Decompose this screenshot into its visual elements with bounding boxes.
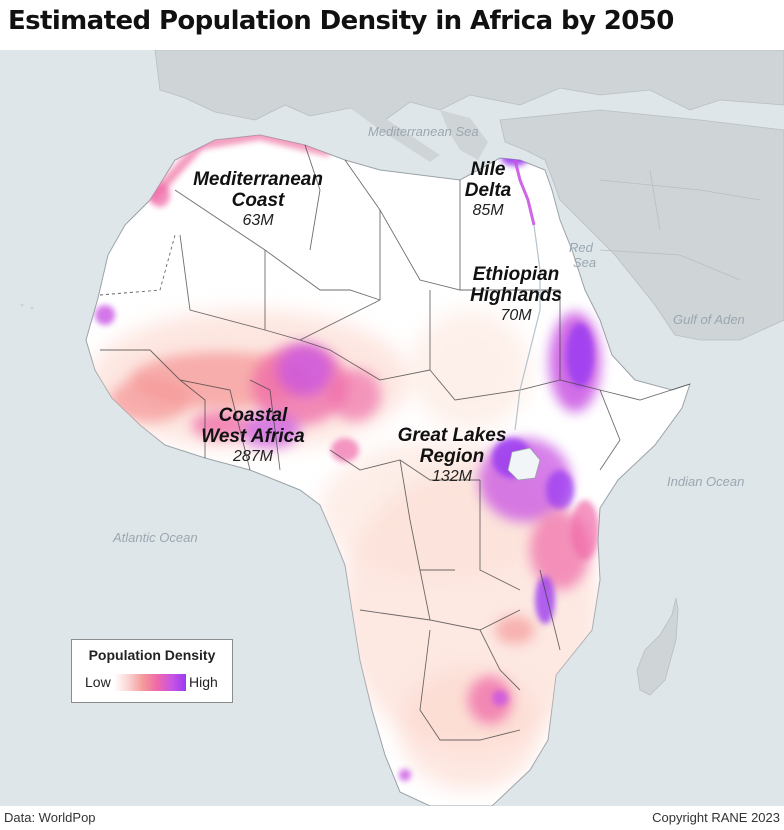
red-sea-label-line1: Red [569, 240, 593, 255]
atlantic-ocean-label: Atlantic Ocean [113, 530, 198, 545]
indian-ocean-label: Indian Ocean [667, 474, 745, 489]
red-sea-label-line2: Sea [573, 255, 597, 270]
legend-title: Population Density [88, 647, 216, 663]
region-population: 132M [431, 467, 473, 485]
region-label-great-lakes: Great Lakes Region 132M [396, 425, 508, 485]
region-label-nile-delta: Nile Delta 85M [456, 159, 520, 219]
region-label-coastal-west-africa: Coastal West Africa 287M [196, 405, 310, 465]
region-population: 70M [500, 306, 532, 324]
nile-river [514, 224, 541, 431]
population-density-legend: Population Density Low High [71, 639, 233, 703]
region-name-line2: Coast [231, 189, 285, 211]
map-area: Mediterranean Sea Red Sea Gulf of Aden I… [0, 50, 784, 806]
population-density-layer [90, 135, 601, 790]
region-name-line2: Region [419, 445, 485, 467]
region-name-line2: Highlands [470, 284, 562, 306]
legend-high-label: High [189, 674, 218, 690]
middle-east-landmass [499, 109, 784, 341]
italy-landmass [350, 108, 440, 162]
legend-gradient-bar [114, 674, 186, 691]
mediterranean-sea-label: Mediterranean Sea [368, 124, 479, 139]
region-population: 287M [232, 447, 274, 465]
legend-low-label: Low [85, 674, 111, 690]
region-label-ethiopian-highlands: Ethiopian Highlands 70M [466, 264, 566, 324]
country-borders [100, 144, 691, 741]
copyright-notice: Copyright RANE 2023 [652, 810, 780, 825]
region-name-line2: West Africa [201, 425, 305, 447]
region-population: 63M [242, 211, 274, 229]
map-title: Estimated Population Density in Africa b… [8, 6, 674, 36]
region-population: 85M [472, 201, 504, 219]
region-name-line1: Mediterranean [193, 169, 323, 190]
lake-victoria [507, 447, 541, 481]
region-name-line1: Nile [470, 159, 506, 180]
region-name-line1: Great Lakes [397, 425, 507, 446]
gulf-of-aden-label: Gulf of Aden [673, 312, 745, 327]
region-label-mediterranean-coast: Mediterranean Coast 63M [190, 169, 326, 229]
data-source-credit: Data: WorldPop [4, 810, 96, 825]
region-name-line1: Ethiopian [472, 264, 560, 285]
region-name-line1: Coastal [218, 405, 288, 426]
balkans-landmass [440, 110, 488, 160]
region-name-line2: Delta [464, 179, 512, 201]
western-sahara-border [99, 234, 176, 296]
madagascar-landmass [636, 597, 679, 696]
